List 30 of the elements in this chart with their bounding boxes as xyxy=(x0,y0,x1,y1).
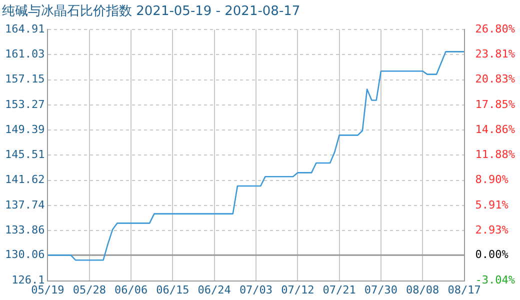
y2-tick-label: 5.91% xyxy=(475,198,509,212)
x-tick-label: 06/24 xyxy=(198,283,232,296)
x-tick-label: 07/30 xyxy=(364,283,398,296)
y-tick-label: 130.06 xyxy=(4,248,45,262)
y2-tick-label: 11.88% xyxy=(475,148,516,162)
y-tick-label: 133.86 xyxy=(4,223,45,236)
y2-tick-label: 2.93% xyxy=(475,223,509,236)
y2-tick-label: 23.81% xyxy=(475,48,516,61)
y-tick-label: 153.27 xyxy=(4,98,45,111)
y2-tick-label: 14.86% xyxy=(475,122,516,136)
y-tick-label: 137.74 xyxy=(4,198,46,212)
x-tick-label: 07/21 xyxy=(322,283,356,296)
y-tick-label: 145.51 xyxy=(4,148,45,162)
x-tick-label: 06/06 xyxy=(114,283,148,296)
x-tick-label: 07/12 xyxy=(281,283,314,296)
y-tick-label: 161.03 xyxy=(4,48,45,61)
y-tick-label: 149.39 xyxy=(4,122,45,136)
chart-title: 纯碱与冰晶石比价指数 2021-05-19 - 2021-08-17 xyxy=(2,4,300,20)
y-tick-label: 141.62 xyxy=(4,173,45,186)
y2-tick-label: 20.83% xyxy=(475,72,516,86)
y-tick-label: 157.15 xyxy=(4,72,45,86)
x-tick-label: 06/15 xyxy=(156,283,190,296)
x-tick-label: 07/03 xyxy=(239,283,273,296)
y2-tick-label: 26.80% xyxy=(475,22,516,36)
y2-tick-label: 0.00% xyxy=(475,248,509,262)
x-tick-label: 05/28 xyxy=(72,283,106,296)
x-tick-label: 08/08 xyxy=(406,283,440,296)
y2-tick-label: 17.85% xyxy=(475,98,516,111)
y-tick-label: 164.91 xyxy=(4,22,45,36)
y2-tick-label: 8.90% xyxy=(475,173,509,186)
